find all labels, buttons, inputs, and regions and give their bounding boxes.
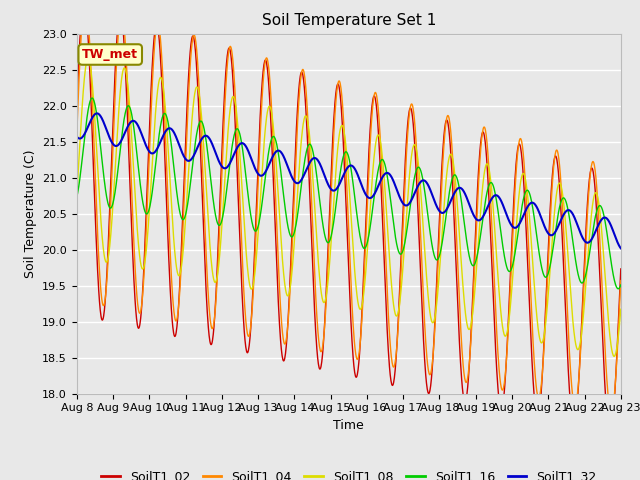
SoilT1_04: [73, 131, 81, 137]
SoilT1_08: [84, 55, 92, 61]
SoilT1_04: [434, 274, 442, 280]
Line: SoilT1_16: SoilT1_16: [77, 98, 621, 289]
SoilT1_32: [617, 245, 625, 251]
SoilT1_16: [73, 194, 81, 200]
SoilT1_32: [181, 155, 189, 161]
SoilT1_04: [255, 159, 263, 165]
Line: SoilT1_04: SoilT1_04: [77, 0, 621, 413]
Legend: SoilT1_02, SoilT1_04, SoilT1_08, SoilT1_16, SoilT1_32: SoilT1_02, SoilT1_04, SoilT1_08, SoilT1_…: [96, 465, 602, 480]
SoilT1_08: [553, 191, 561, 197]
SoilT1_04: [617, 278, 625, 284]
SoilT1_16: [434, 257, 442, 263]
SoilT1_04: [181, 177, 189, 183]
SoilT1_02: [553, 155, 561, 161]
SoilT1_08: [617, 306, 625, 312]
Line: SoilT1_32: SoilT1_32: [77, 113, 621, 248]
SoilT1_08: [434, 293, 442, 299]
SoilT1_32: [195, 143, 202, 149]
SoilT1_02: [505, 313, 513, 319]
SoilT1_08: [610, 353, 618, 359]
SoilT1_02: [617, 266, 625, 272]
SoilT1_16: [505, 268, 513, 274]
SoilT1_16: [195, 124, 202, 130]
SoilT1_02: [255, 139, 263, 144]
SoilT1_32: [434, 205, 442, 211]
SoilT1_02: [434, 260, 442, 266]
SoilT1_16: [614, 286, 622, 292]
Title: Soil Temperature Set 1: Soil Temperature Set 1: [262, 13, 436, 28]
SoilT1_04: [195, 68, 202, 73]
Line: SoilT1_08: SoilT1_08: [77, 58, 621, 356]
SoilT1_32: [255, 172, 263, 178]
SoilT1_32: [505, 216, 513, 222]
SoilT1_08: [255, 217, 263, 223]
SoilT1_16: [181, 214, 189, 220]
SoilT1_02: [195, 93, 202, 98]
SoilT1_32: [93, 110, 100, 116]
SoilT1_32: [553, 227, 561, 233]
SoilT1_16: [617, 282, 625, 288]
SoilT1_16: [255, 220, 263, 226]
Line: SoilT1_02: SoilT1_02: [77, 0, 621, 434]
SoilT1_32: [73, 134, 81, 140]
SoilT1_04: [607, 410, 615, 416]
SoilT1_08: [505, 321, 513, 326]
SoilT1_16: [553, 221, 561, 227]
SoilT1_16: [88, 95, 96, 101]
Y-axis label: Soil Temperature (C): Soil Temperature (C): [24, 149, 36, 278]
SoilT1_08: [195, 86, 202, 92]
SoilT1_04: [505, 322, 513, 328]
SoilT1_02: [606, 432, 614, 437]
SoilT1_02: [80, 0, 88, 3]
SoilT1_02: [73, 106, 81, 112]
X-axis label: Time: Time: [333, 419, 364, 432]
SoilT1_04: [81, 0, 89, 3]
SoilT1_04: [553, 147, 561, 153]
SoilT1_08: [181, 225, 189, 231]
SoilT1_08: [73, 192, 81, 198]
SoilT1_02: [181, 156, 189, 161]
Text: TW_met: TW_met: [82, 48, 138, 61]
